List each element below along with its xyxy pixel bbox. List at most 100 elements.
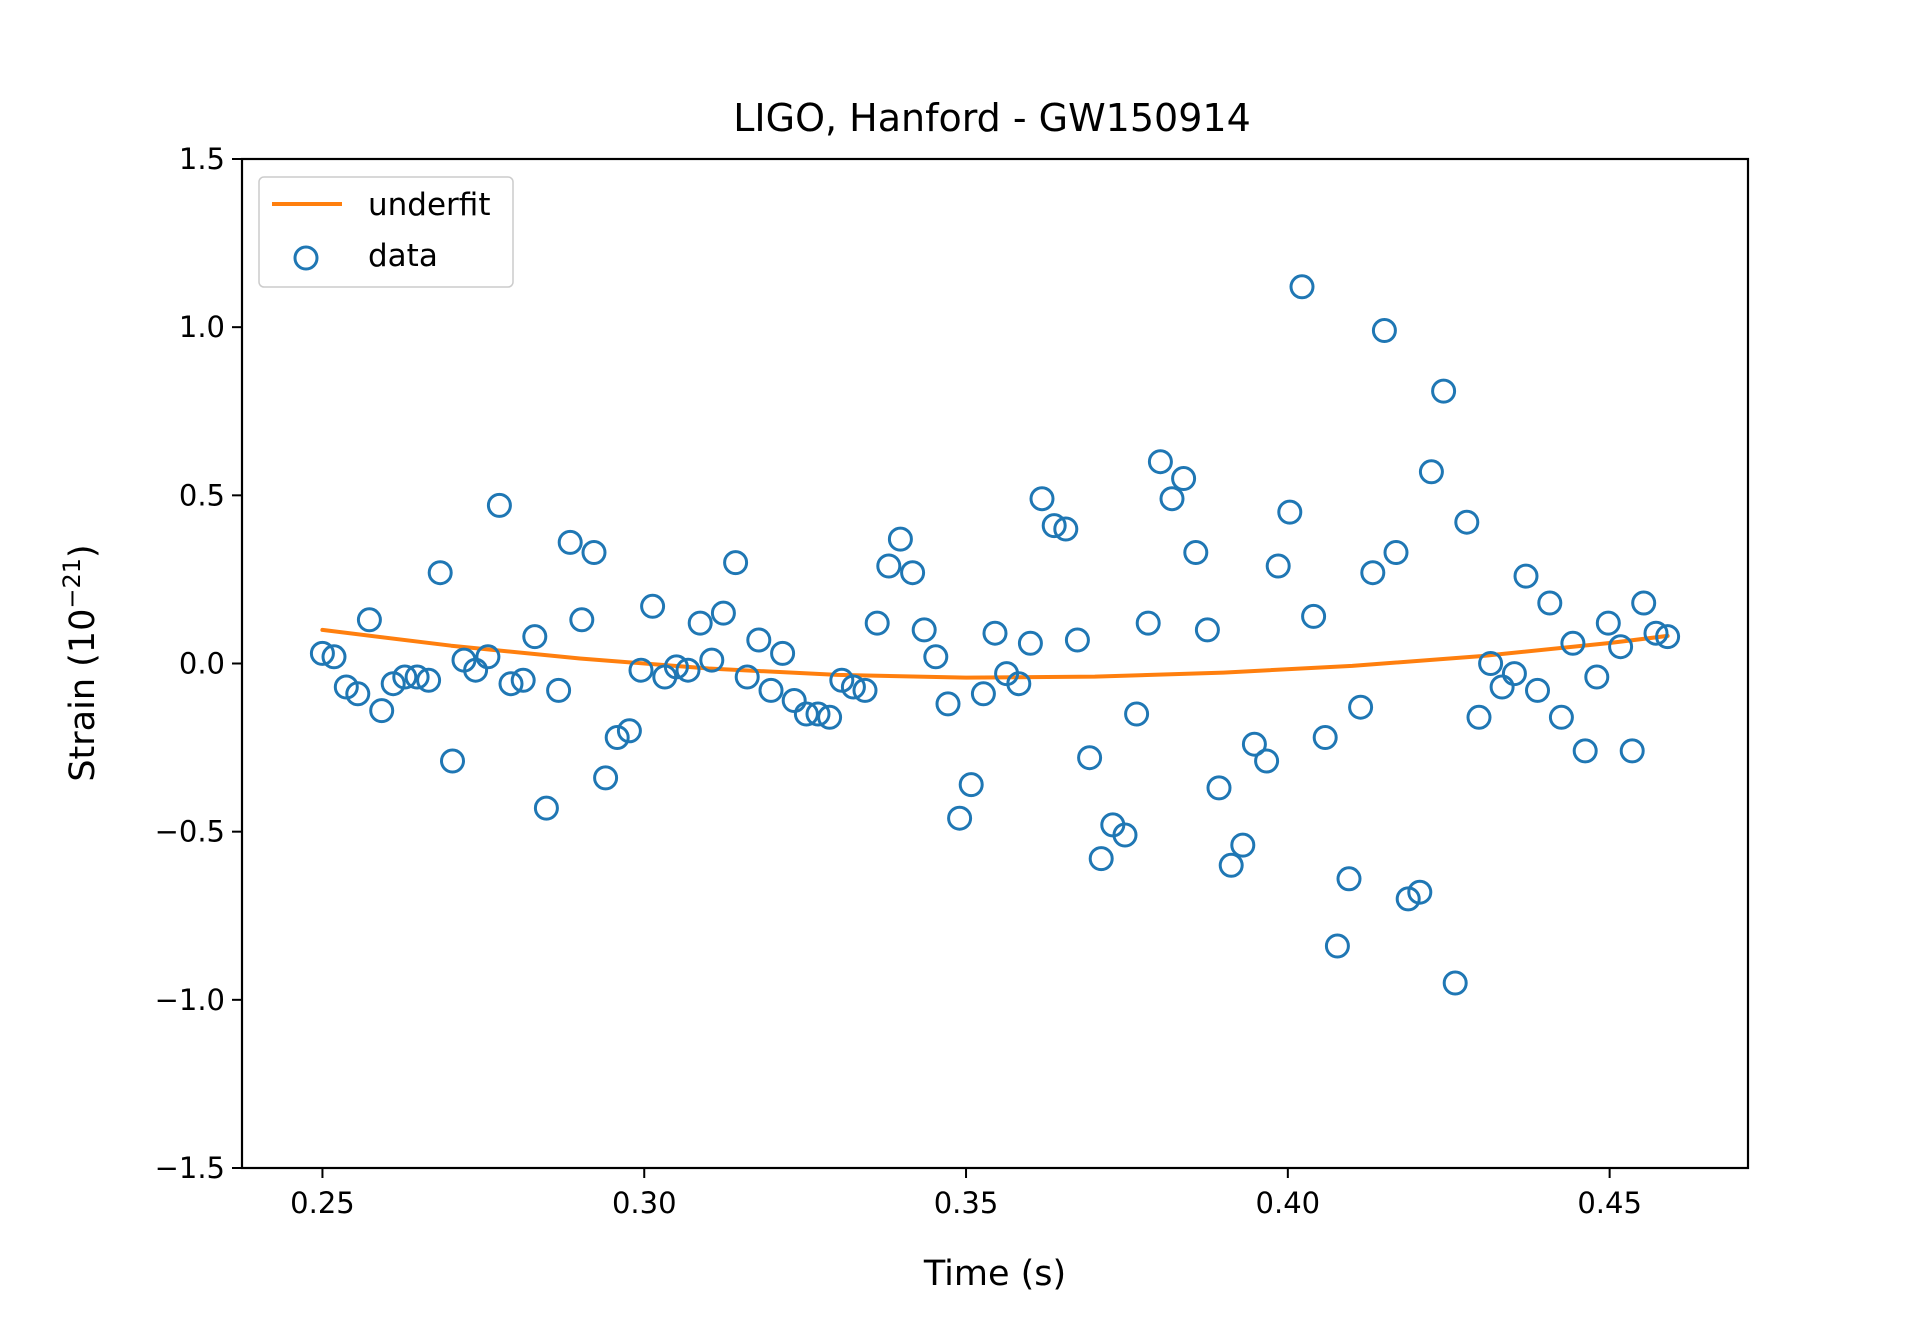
- data-point: [593, 765, 619, 791]
- x-axis-ticks: 0.25 0.30 0.35 0.40 0.45: [290, 1168, 1642, 1220]
- x-tick-label: 0.30: [612, 1186, 677, 1220]
- data-point: [746, 627, 772, 653]
- data-point: [1501, 661, 1527, 687]
- data-point: [1478, 651, 1504, 676]
- y-tick-label: −0.5: [155, 815, 225, 849]
- data-point: [1206, 775, 1232, 801]
- data-point: [1631, 590, 1657, 616]
- data-point: [1383, 540, 1409, 565]
- data-point: [887, 526, 913, 552]
- data-point: [463, 657, 489, 683]
- data-point: [687, 610, 713, 636]
- data-point: [616, 718, 642, 744]
- data-point: [699, 647, 725, 673]
- legend: underfit data: [258, 176, 514, 288]
- data-point: [1336, 866, 1362, 892]
- data-point: [1560, 630, 1586, 656]
- data-point: [1643, 620, 1669, 646]
- data-point: [475, 644, 501, 670]
- y-tick-label: −1.5: [155, 1151, 225, 1185]
- data-point: [546, 677, 572, 703]
- data-point: [1537, 590, 1563, 616]
- data-point: [1289, 274, 1315, 300]
- data-point: [1407, 879, 1433, 905]
- plot-area: [309, 274, 1681, 996]
- data-point: [1077, 745, 1103, 771]
- data-point: [1241, 731, 1267, 757]
- legend-underfit-label: underfit: [368, 187, 490, 223]
- data-point: [1088, 846, 1114, 872]
- data-point: [923, 644, 949, 670]
- data-point: [1418, 459, 1444, 485]
- data-point: [970, 681, 996, 707]
- data-point: [309, 640, 335, 666]
- data-point: [427, 560, 453, 586]
- data-point: [710, 600, 736, 626]
- legend-data-swatch: [293, 245, 319, 271]
- data-point: [392, 664, 418, 690]
- data-point: [770, 640, 796, 666]
- data-point: [557, 529, 583, 555]
- data-point: [640, 593, 666, 619]
- data-point: [1029, 486, 1055, 512]
- data-point: [1525, 677, 1550, 703]
- data-point: [486, 492, 512, 518]
- data-point: [1254, 748, 1280, 774]
- legend-data-label: data: [368, 238, 438, 274]
- data-point: [852, 677, 878, 703]
- data-point: [982, 620, 1008, 646]
- data-point: [793, 701, 819, 727]
- data-point: [817, 704, 843, 730]
- data-point: [498, 671, 524, 697]
- data-point: [1147, 449, 1173, 475]
- data-point: [404, 664, 430, 690]
- data-point: [911, 617, 937, 643]
- data-point: [321, 644, 347, 670]
- data-point: [758, 677, 784, 703]
- data-point: [533, 795, 559, 821]
- underfit-line-layer: [320, 627, 1670, 680]
- data-point: [1006, 671, 1032, 697]
- data-point: [1017, 630, 1043, 656]
- data-point: [840, 674, 866, 700]
- data-point: [734, 664, 760, 690]
- data-point: [1312, 725, 1338, 750]
- data-point: [935, 691, 961, 717]
- data-point: [1112, 822, 1138, 848]
- data-point: [1053, 516, 1079, 542]
- data-point: [356, 607, 382, 633]
- data-point: [1348, 694, 1374, 720]
- data-point: [1301, 603, 1327, 629]
- data-point: [1135, 610, 1161, 636]
- data-point: [1265, 553, 1291, 579]
- x-tick-label: 0.40: [1256, 1186, 1321, 1220]
- data-point: [1442, 970, 1468, 996]
- y-axis-title: Strain (10−21): [58, 544, 103, 781]
- data-point: [876, 553, 902, 579]
- x-tick-label: 0.25: [290, 1186, 355, 1220]
- data-point: [1584, 664, 1610, 690]
- data-point: [1371, 318, 1397, 343]
- data-point: [1277, 499, 1303, 525]
- underfit-line: [320, 627, 1670, 680]
- y-axis-title-prefix: Strain (10: [63, 609, 103, 782]
- data-point: [1619, 738, 1645, 764]
- data-point: [1041, 513, 1067, 539]
- y-tick-label: 1.5: [179, 142, 225, 176]
- data-point: [510, 667, 536, 693]
- x-tick-label: 0.35: [934, 1186, 999, 1220]
- data-point: [864, 610, 890, 636]
- data-point: [1548, 704, 1574, 730]
- data-point: [1218, 852, 1244, 878]
- data-point: [1360, 560, 1386, 586]
- data-point: [581, 540, 607, 565]
- y-tick-label: −1.0: [155, 983, 225, 1017]
- data-point: [1454, 509, 1480, 535]
- y-axis-ticks: −1.5 −1.0 −0.5 0.0 0.5 1.0 1.5: [155, 142, 242, 1185]
- data-points-layer: [309, 274, 1681, 996]
- x-tick-label: 0.45: [1577, 1186, 1642, 1220]
- data-point: [1431, 378, 1457, 404]
- chart-title: LIGO, Hanford - GW150914: [733, 96, 1251, 140]
- data-point: [1171, 466, 1197, 491]
- data-point: [1466, 704, 1492, 730]
